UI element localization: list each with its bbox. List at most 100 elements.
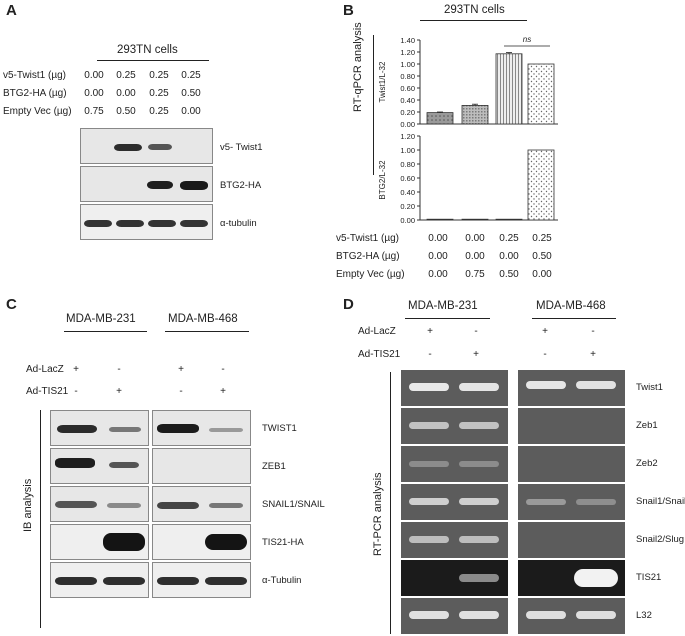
panel-d-gel-twist1-231 bbox=[401, 370, 508, 406]
panel-b-value: 0.00 bbox=[465, 251, 485, 262]
panel-a-blot-twist1 bbox=[80, 128, 213, 164]
panel-a-value: 0.25 bbox=[149, 106, 169, 117]
y-tick-label: 0.80 bbox=[400, 160, 415, 169]
y-axis-label: Twist1/L-32 bbox=[378, 61, 387, 102]
panel-c-sign: + bbox=[220, 386, 226, 397]
panel-c-sign: - bbox=[117, 364, 121, 375]
y-tick-label: 0.40 bbox=[400, 96, 415, 105]
panel-d-gel-snail2-231 bbox=[401, 522, 508, 558]
panel-b-value: 0.00 bbox=[465, 233, 485, 244]
panel-d-gel-l32-468 bbox=[518, 598, 625, 634]
panel-b-value: 0.00 bbox=[532, 269, 552, 280]
panel-d-sign: - bbox=[543, 349, 547, 360]
panel-c-sign: + bbox=[178, 364, 184, 375]
panel-c-sign: - bbox=[221, 364, 225, 375]
panel-c-blot-zeb1-231 bbox=[50, 448, 149, 484]
panel-d-sign: + bbox=[542, 326, 548, 337]
panel-a-value: 0.25 bbox=[149, 88, 169, 99]
panel-c-blot-tis21-468 bbox=[152, 524, 251, 560]
panel-d-gel-label: Snail2/Slug bbox=[636, 534, 685, 545]
panel-c-sign: + bbox=[73, 364, 79, 375]
panel-b-row-label: v5-Twist1 (µg) bbox=[336, 233, 399, 244]
panel-b-value: 0.50 bbox=[499, 269, 519, 280]
panel-c-blot-tubulin-231 bbox=[50, 562, 149, 598]
panel-b-value: 0.50 bbox=[532, 251, 552, 262]
panel-d-gel-zeb2-468 bbox=[518, 446, 625, 482]
significance-label: ns bbox=[523, 35, 531, 44]
panel-d-label: D bbox=[343, 296, 354, 313]
panel-a-label: A bbox=[6, 2, 17, 19]
panel-b-value: 0.25 bbox=[532, 233, 552, 244]
panel-d-gel-label: L32 bbox=[636, 610, 652, 621]
panel-a-row-label: BTG2-HA (µg) bbox=[3, 88, 67, 99]
panel-d-cell-line: MDA-MB-468 bbox=[536, 300, 606, 312]
y-tick-label: 0.00 bbox=[400, 120, 415, 129]
panel-d-gel-snail2-468 bbox=[518, 522, 625, 558]
panel-c-blot-label: α-Tubulin bbox=[262, 575, 302, 586]
bar bbox=[461, 105, 489, 125]
panel-c-blot-snail-231 bbox=[50, 486, 149, 522]
y-tick-label: 1.00 bbox=[400, 146, 415, 155]
panel-c-sign: - bbox=[74, 386, 78, 397]
panel-d-sign: - bbox=[591, 326, 595, 337]
panel-a-value: 0.50 bbox=[181, 88, 201, 99]
panel-c-blot-tis21-231 bbox=[50, 524, 149, 560]
panel-b-side-label: RT-qPCR analysis bbox=[352, 22, 364, 112]
panel-d-gel-label: Twist1 bbox=[636, 382, 663, 393]
y-tick-label: 0.60 bbox=[400, 174, 415, 183]
panel-a-value: 0.00 bbox=[181, 106, 201, 117]
panel-c-blot-label: TWIST1 bbox=[262, 423, 297, 434]
panel-c-blot-tubulin-468 bbox=[152, 562, 251, 598]
panel-d-gel-label: Zeb2 bbox=[636, 458, 658, 469]
panel-a-value: 0.50 bbox=[116, 106, 136, 117]
panel-c-blot-label: SNAIL1/SNAIL bbox=[262, 499, 325, 510]
bar bbox=[461, 218, 489, 221]
panel-a-value: 0.25 bbox=[181, 70, 201, 81]
y-tick-label: 0.80 bbox=[400, 72, 415, 81]
y-tick-label: 1.20 bbox=[400, 132, 415, 141]
panel-a-value: 0.00 bbox=[84, 70, 104, 81]
panel-a-value: 0.00 bbox=[84, 88, 104, 99]
panel-c-cell-line-underline bbox=[165, 331, 249, 332]
panel-c-cell-line-underline bbox=[64, 331, 147, 332]
panel-d-side-label: RT-PCR analysis bbox=[372, 472, 384, 556]
panel-d-cell-line-underline bbox=[532, 318, 616, 319]
panel-b-value: 0.25 bbox=[499, 233, 519, 244]
panel-c-blot-label: TIS21-HA bbox=[262, 537, 304, 548]
panel-d-gel-snail1-231 bbox=[401, 484, 508, 520]
panel-c-sign: - bbox=[179, 386, 183, 397]
panel-c-sign: + bbox=[116, 386, 122, 397]
y-tick-label: 0.00 bbox=[400, 216, 415, 225]
panel-c-treatment-label: Ad-LacZ bbox=[26, 364, 64, 375]
y-tick-label: 0.20 bbox=[400, 108, 415, 117]
y-tick-label: 0.20 bbox=[400, 202, 415, 211]
panel-d-gel-l32-231 bbox=[401, 598, 508, 634]
panel-d-sign: + bbox=[427, 326, 433, 337]
panel-c-side-label: IB analysis bbox=[22, 478, 34, 532]
panel-b-charts: 0.00 0.20 0.40 0.60 0.80 1.00 1.20 1.40 Twist1/L… bbox=[378, 35, 558, 225]
y-tick-label: 0.40 bbox=[400, 188, 415, 197]
panel-c-treatment-label: Ad-TIS21 bbox=[26, 386, 69, 397]
panel-d-gel-tis21-468 bbox=[518, 560, 625, 596]
panel-d-sign: - bbox=[428, 349, 432, 360]
panel-b-value: 0.00 bbox=[499, 251, 519, 262]
panel-d-gel-tis21-231 bbox=[401, 560, 508, 596]
bar bbox=[426, 112, 454, 125]
panel-a-header-line bbox=[97, 60, 209, 61]
panel-d-cell-line: MDA-MB-231 bbox=[408, 300, 478, 312]
panel-c-blot-twist1-468 bbox=[152, 410, 251, 446]
panel-c-label: C bbox=[6, 296, 17, 313]
panel-c-blot-snail-468 bbox=[152, 486, 251, 522]
panel-b-header-line bbox=[420, 20, 527, 21]
panel-b-value: 0.00 bbox=[428, 233, 448, 244]
panel-c-blot-label: ZEB1 bbox=[262, 461, 286, 472]
y-tick-label: 0.60 bbox=[400, 84, 415, 93]
panel-d-gel-zeb2-231 bbox=[401, 446, 508, 482]
bar bbox=[495, 53, 523, 125]
panel-d-sign: + bbox=[590, 349, 596, 360]
panel-b-row-label: BTG2-HA (µg) bbox=[336, 251, 400, 262]
bar bbox=[426, 218, 454, 221]
panel-a-blot-tubulin bbox=[80, 204, 213, 240]
panel-b-row-label: Empty Vec (µg) bbox=[336, 269, 405, 280]
panel-a-blot-label: BTG2-HA bbox=[220, 180, 262, 191]
